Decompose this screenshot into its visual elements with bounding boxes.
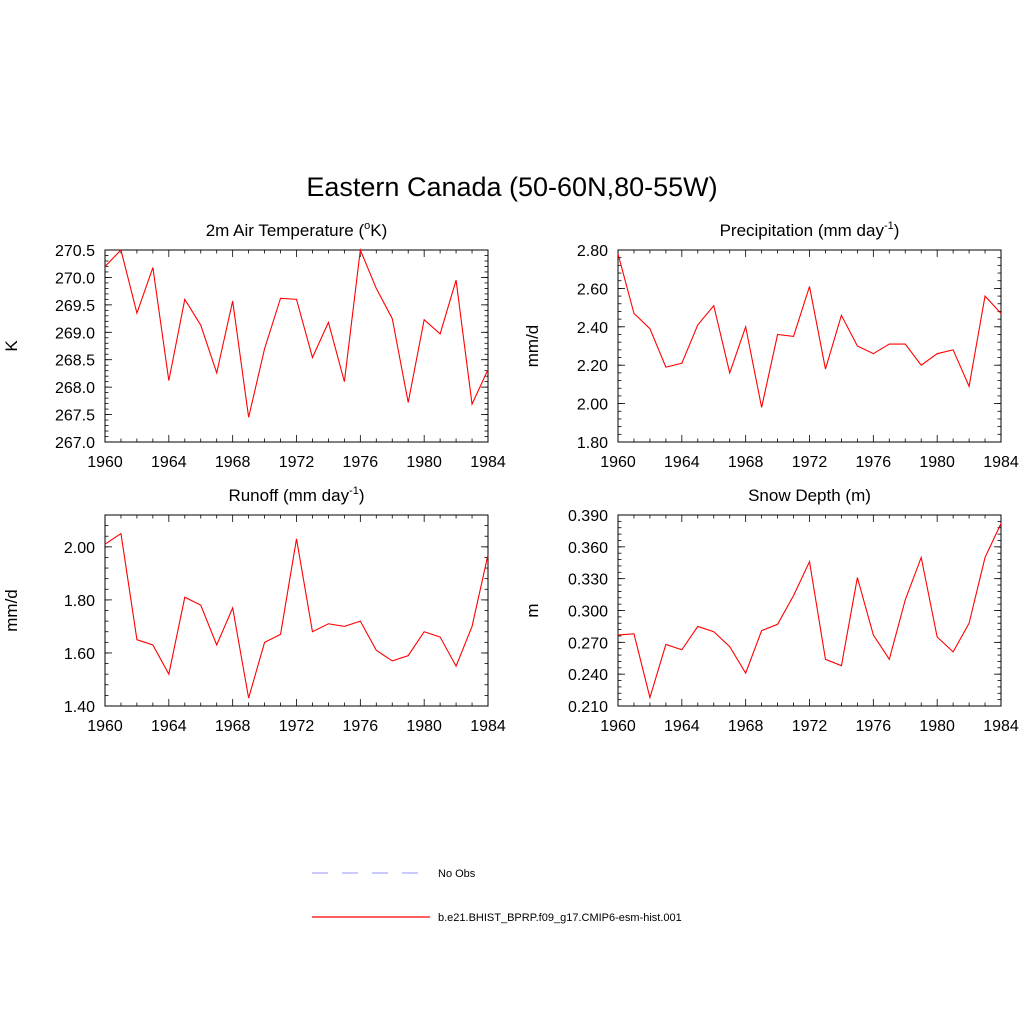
y-tick-label: 268.5 — [55, 353, 95, 370]
x-tick-label: 1984 — [983, 718, 1019, 735]
plot-frame — [617, 514, 1002, 707]
y-tick-label: 2.80 — [577, 243, 608, 260]
series-line-air-temperature — [104, 247, 489, 418]
x-tick-label: 1972 — [792, 718, 828, 735]
panels: 1960 1964 1968 1972 1976 1980 1984 267.0 267.5 26… — [2, 220, 1019, 735]
y-tick-label: 2.00 — [577, 397, 608, 414]
panel-title: Precipitation (mm day-1) — [720, 220, 900, 240]
x-tick-label: 1976 — [343, 718, 379, 735]
legend-label-model: b.e21.BHIST_BPRP.f09_g17.CMIP6-esm-hist.… — [438, 912, 682, 924]
y-axis-label: m — [523, 603, 542, 617]
x-tick-label: 1960 — [87, 454, 123, 471]
main-title: Eastern Canada (50-60N,80-55W) — [306, 172, 717, 202]
plot-frame — [104, 249, 489, 443]
legend-label-no-obs: No Obs — [438, 868, 476, 880]
series-line-snow-depth — [617, 523, 1002, 700]
panel-precipitation: 1960 1964 1968 1972 1976 1980 1984 1.80 2.00 2.20… — [523, 220, 1019, 471]
y-tick-label: 1.40 — [64, 699, 95, 716]
y-tick-label: 0.270 — [568, 635, 608, 652]
y-tick-label: 2.60 — [577, 281, 608, 298]
panel-runoff: 1960 1964 1968 1972 1976 1980 1984 1.40 1.60 1.80… — [2, 485, 506, 735]
x-tick-label: 1964 — [664, 718, 700, 735]
x-tick-label: 1980 — [919, 718, 955, 735]
y-tick-label: 267.5 — [55, 408, 95, 425]
y-tick-label: 1.60 — [64, 646, 95, 663]
panel-snow-depth: 1960 1964 1968 1972 1976 1980 1984 0.210 0.240 0.… — [523, 486, 1019, 735]
x-tick-label: 1968 — [215, 718, 251, 735]
panel-title: Runoff (mm day-1) — [228, 485, 364, 505]
y-tick-label: 1.80 — [64, 593, 95, 610]
x-tick-label: 1984 — [470, 454, 506, 471]
y-tick-label: 270.0 — [55, 270, 95, 287]
x-tick-label: 1964 — [151, 454, 187, 471]
x-tick-label: 1976 — [856, 454, 892, 471]
x-tick-label: 1972 — [279, 718, 315, 735]
x-tick-label: 1972 — [792, 454, 828, 471]
y-tick-label: 269.5 — [55, 298, 95, 315]
y-tick-label: 2.40 — [577, 320, 608, 337]
y-tick-label: 0.210 — [568, 699, 608, 716]
panel-title: 2m Air Temperature (oK) — [206, 220, 388, 240]
x-tick-label: 1980 — [919, 454, 955, 471]
y-tick-label: 0.300 — [568, 604, 608, 621]
x-tick-label: 1980 — [406, 454, 442, 471]
y-axis-label: mm/d — [523, 325, 542, 368]
x-tick-label: 1960 — [600, 718, 636, 735]
plot-frame — [617, 249, 1002, 443]
x-tick-label: 1984 — [470, 718, 506, 735]
y-axis-label: K — [2, 340, 21, 352]
panel-air-temperature: 1960 1964 1968 1972 1976 1980 1984 267.0 267.5 26… — [2, 220, 506, 471]
y-tick-label: 0.240 — [568, 667, 608, 684]
panel-title: Snow Depth (m) — [748, 486, 871, 505]
y-tick-label: 268.0 — [55, 380, 95, 397]
y-tick-label: 0.330 — [568, 572, 608, 589]
y-tick-label: 2.00 — [64, 540, 95, 557]
y-axis-label: mm/d — [2, 589, 21, 632]
x-tick-label: 1960 — [600, 454, 636, 471]
y-tick-label: 0.390 — [568, 508, 608, 525]
y-tick-label: 1.80 — [577, 435, 608, 452]
x-tick-label: 1972 — [279, 454, 315, 471]
series-line-runoff — [104, 532, 489, 699]
x-tick-label: 1968 — [728, 718, 764, 735]
x-tick-label: 1964 — [664, 454, 700, 471]
y-tick-label: 269.0 — [55, 325, 95, 342]
x-tick-label: 1980 — [406, 718, 442, 735]
x-tick-label: 1976 — [343, 454, 379, 471]
series-line-precipitation — [617, 253, 1002, 408]
x-tick-label: 1984 — [983, 454, 1019, 471]
x-tick-label: 1960 — [87, 718, 123, 735]
y-tick-label: 0.360 — [568, 540, 608, 557]
y-tick-label: 267.0 — [55, 435, 95, 452]
plot-frame — [104, 514, 489, 707]
y-tick-label: 2.20 — [577, 358, 608, 375]
x-tick-label: 1968 — [215, 454, 251, 471]
x-tick-label: 1964 — [151, 718, 187, 735]
legend: No Obs b.e21.BHIST_BPRP.f09_g17.CMIP6-es… — [312, 868, 682, 924]
y-tick-label: 270.5 — [55, 243, 95, 260]
x-tick-label: 1968 — [728, 454, 764, 471]
x-tick-label: 1976 — [856, 718, 892, 735]
